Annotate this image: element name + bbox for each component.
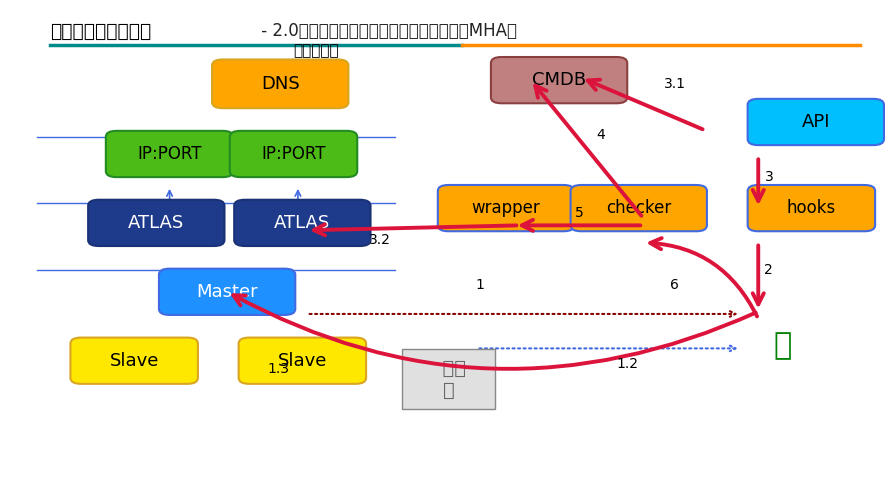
Text: 构建中的坎坷和思考: 构建中的坎坷和思考 (50, 22, 151, 41)
Text: CMDB: CMDB (532, 71, 586, 89)
FancyBboxPatch shape (159, 269, 296, 315)
FancyBboxPatch shape (748, 99, 884, 145)
FancyBboxPatch shape (748, 185, 875, 231)
FancyBboxPatch shape (571, 185, 707, 231)
Text: 👮: 👮 (774, 332, 792, 360)
Text: 数据库入口: 数据库入口 (294, 43, 339, 58)
Text: ATLAS: ATLAS (274, 214, 330, 232)
FancyBboxPatch shape (88, 200, 225, 246)
FancyBboxPatch shape (234, 200, 370, 246)
Text: IP:PORT: IP:PORT (138, 145, 202, 163)
Text: Master: Master (196, 283, 258, 301)
Text: checker: checker (607, 199, 671, 217)
Text: 2: 2 (765, 263, 773, 277)
Text: hooks: hooks (787, 199, 836, 217)
Text: IP:PORT: IP:PORT (261, 145, 326, 163)
Text: 3: 3 (765, 170, 773, 185)
Text: ⛯⛯
⛯: ⛯⛯ ⛯ (431, 359, 466, 399)
Text: DNS: DNS (261, 75, 299, 93)
Text: Slave: Slave (109, 352, 159, 370)
FancyBboxPatch shape (438, 185, 575, 231)
Text: ATLAS: ATLAS (128, 214, 185, 232)
Text: 3.1: 3.1 (663, 77, 686, 91)
FancyBboxPatch shape (106, 131, 234, 177)
Text: 6: 6 (670, 278, 678, 292)
FancyBboxPatch shape (239, 338, 366, 384)
FancyBboxPatch shape (212, 59, 348, 108)
FancyBboxPatch shape (230, 131, 357, 177)
FancyBboxPatch shape (70, 338, 198, 384)
Text: 1.2: 1.2 (616, 357, 638, 371)
Text: Slave: Slave (278, 352, 327, 370)
Text: - 2.0版功能实现案例三：高可用解决方案（MHA）: - 2.0版功能实现案例三：高可用解决方案（MHA） (257, 22, 518, 40)
Text: API: API (802, 113, 830, 131)
Text: wrapper: wrapper (472, 199, 540, 217)
Text: 5: 5 (575, 206, 583, 220)
FancyBboxPatch shape (401, 349, 496, 409)
Text: 1: 1 (475, 278, 484, 292)
FancyBboxPatch shape (491, 57, 627, 103)
Text: 1.3: 1.3 (267, 362, 289, 376)
Text: 4: 4 (596, 128, 605, 142)
Text: 3.2: 3.2 (369, 234, 391, 248)
